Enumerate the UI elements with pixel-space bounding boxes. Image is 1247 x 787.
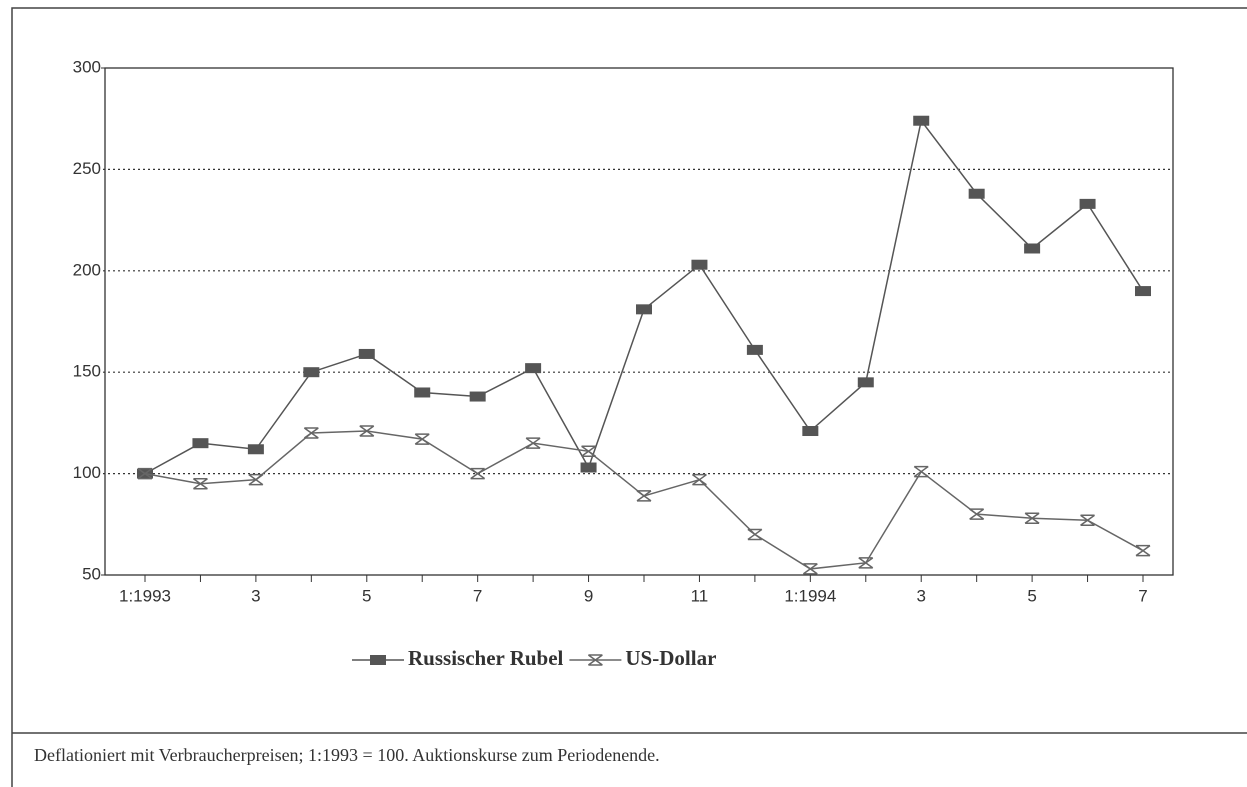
data-point — [1024, 512, 1040, 524]
x-tick-label: 1:1994 — [784, 586, 836, 605]
note: Deflationiert mit Verbraucherpreisen; 1:… — [34, 745, 660, 765]
y-tick-label: 100 — [73, 463, 101, 482]
data-point — [193, 477, 208, 490]
data-point — [1080, 514, 1095, 526]
y-tick-label: 250 — [73, 159, 101, 178]
series-line — [144, 118, 1144, 475]
data-point — [470, 467, 486, 480]
data-point — [858, 557, 874, 569]
x-tick-label: 3 — [916, 586, 925, 605]
plot-frame — [104, 67, 1174, 576]
data-point — [414, 433, 430, 445]
data-point — [636, 304, 652, 315]
legend-label: US-Dollar — [625, 646, 716, 670]
y-tick-label: 200 — [73, 260, 101, 279]
data-point — [137, 467, 153, 480]
data-point — [1135, 286, 1151, 297]
data-point — [691, 259, 708, 270]
x-tick-label: 11 — [691, 586, 709, 605]
x-tick-label: 9 — [584, 586, 593, 605]
data-point — [247, 444, 264, 455]
data-point — [581, 445, 596, 458]
legend-marker — [587, 654, 603, 666]
x-tick-label: 1:1993 — [119, 586, 171, 605]
data-point — [1024, 243, 1041, 254]
data-point — [746, 344, 763, 355]
data-point — [359, 425, 375, 437]
data-point — [857, 377, 874, 388]
x-tick-label: 7 — [1138, 586, 1147, 605]
data-point — [913, 465, 929, 478]
data-point — [1079, 198, 1096, 209]
data-point — [303, 427, 319, 439]
data-point — [968, 188, 985, 199]
data-point — [248, 473, 264, 486]
data-point — [303, 367, 320, 378]
x-tick-label: 5 — [1027, 586, 1036, 605]
legend-marker — [370, 655, 386, 665]
legend-label: Russischer Rubel — [408, 646, 564, 670]
x-tick-label: 3 — [251, 586, 260, 605]
x-tick-label: 7 — [473, 586, 482, 605]
data-point — [692, 473, 707, 486]
y-tick-label: 150 — [73, 362, 101, 381]
data-point — [469, 391, 486, 402]
data-point — [747, 528, 763, 541]
data-point — [969, 508, 985, 520]
data-point — [802, 563, 818, 575]
data-point — [525, 363, 542, 374]
series-line — [144, 430, 1144, 570]
data-point — [913, 115, 930, 126]
data-point — [525, 437, 541, 449]
data-point — [1135, 544, 1151, 557]
data-point — [192, 438, 209, 449]
data-point — [580, 462, 597, 473]
data-point — [414, 387, 431, 398]
outer-frame — [11, 7, 1247, 787]
data-point — [636, 490, 652, 502]
x-tick-label: 5 — [362, 586, 371, 605]
data-point — [358, 348, 375, 359]
y-tick-label: 50 — [82, 564, 101, 583]
y-tick-label: 300 — [73, 57, 101, 76]
data-point — [802, 426, 819, 437]
